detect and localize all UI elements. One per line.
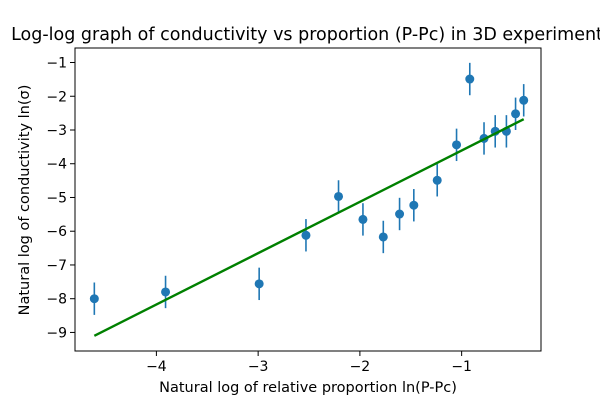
data-marker [395,209,405,219]
y-tick-label: −7 [46,258,67,274]
data-point [432,164,442,197]
data-point [358,203,368,236]
data-marker [409,200,419,210]
data-marker [519,95,529,105]
x-axis-label: Natural log of relative proportion ln(P-… [159,380,457,396]
fit-line [93,118,525,337]
x-tick-label: −3 [248,359,269,375]
data-point [452,128,462,162]
data-marker [161,287,171,297]
data-marker [89,294,99,304]
y-tick-label: −5 [46,190,67,206]
data-marker [301,230,311,240]
y-tick-label: −4 [46,157,67,173]
data-marker [334,191,344,201]
data-marker [378,232,388,242]
y-tick-label: −8 [46,292,67,308]
plot-frame [74,47,542,352]
data-point [409,189,419,222]
chart-title: Log-log graph of conductivity vs proport… [11,25,600,45]
y-tick-label: −1 [46,56,67,72]
data-point [254,267,264,301]
data-point [161,275,171,309]
data-marker [432,175,442,185]
data-point [395,197,405,231]
data-point [301,219,311,252]
x-tick-label: −4 [146,359,167,375]
data-point [334,180,344,213]
y-tick-label: −9 [46,325,67,341]
data-marker [358,214,368,224]
data-marker [254,279,264,289]
y-tick-label: −2 [46,89,67,105]
data-point [519,84,529,117]
data-point [465,62,475,96]
y-axis-label: Natural log of conductivity ln(σ) [17,85,33,316]
data-point [89,282,99,315]
data-marker [452,140,462,150]
data-point [501,115,511,148]
data-marker [465,74,475,84]
data-marker [511,109,521,119]
y-tick-label: −3 [46,123,67,139]
y-tick-label: −6 [46,224,67,240]
data-point [378,220,388,254]
x-tick-label: −2 [350,359,371,375]
x-tick-label: −1 [451,359,472,375]
